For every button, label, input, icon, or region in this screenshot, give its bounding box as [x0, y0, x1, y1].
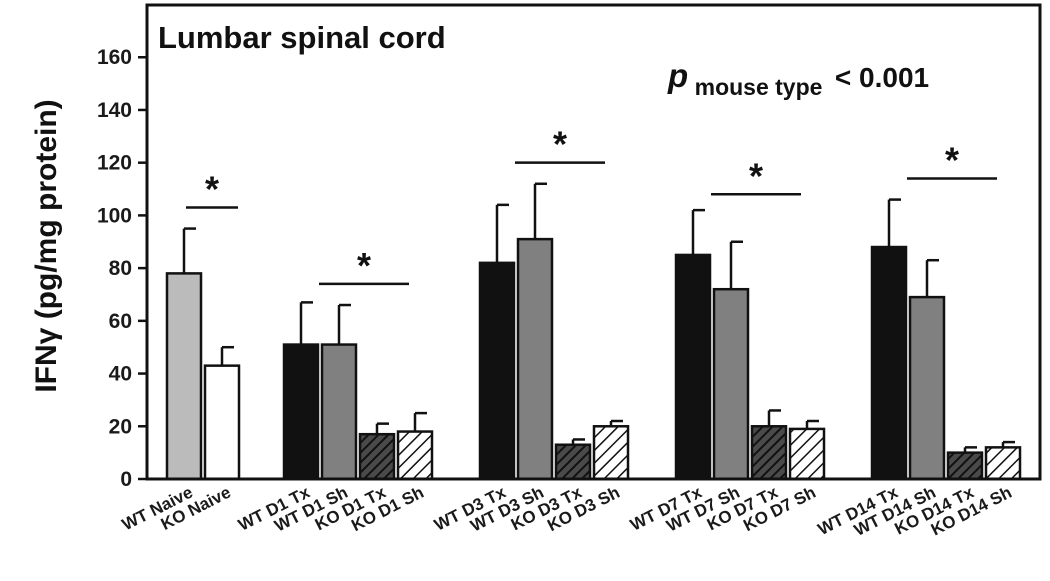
significance-star: * — [749, 155, 763, 196]
error-bars-layer — [182, 182, 1015, 453]
bar-ko-d1-tx — [358, 432, 396, 481]
bar-ko-d14-tx — [946, 451, 984, 481]
y-axis-ticks: 0 20 40 60 80 100 120 140 160 — [97, 46, 147, 491]
y-tick-label: 120 — [97, 152, 132, 175]
significance-star: * — [945, 139, 959, 180]
y-tick-label: 140 — [97, 99, 132, 122]
significance-star: * — [553, 124, 567, 165]
bar-ko-d3-tx — [554, 443, 592, 481]
bar-ko-d14-sh — [984, 446, 1022, 481]
p-value-text: < 0.001 — [835, 62, 929, 93]
bar-wt-d7-tx — [674, 253, 712, 481]
bar-ko-d3-sh — [592, 425, 630, 481]
bar-wt-d1-sh — [320, 343, 358, 481]
bar-wt-d7-sh — [712, 287, 750, 481]
p-symbol: p — [667, 57, 688, 94]
significance-star: * — [205, 168, 219, 209]
bar-wt-d3-tx — [478, 261, 516, 481]
bar-ko-d1-sh — [396, 430, 434, 481]
y-tick-label: 20 — [109, 415, 132, 438]
bar-wt-d3-sh — [516, 237, 554, 481]
bars-layer — [147, 237, 1040, 481]
y-axis-label: IFNγ (pg/mg protein) — [30, 99, 63, 392]
bar-ko-d7-tx — [750, 425, 788, 481]
y-tick-label: 60 — [109, 310, 132, 333]
bar-wt-naive — [165, 272, 203, 481]
bar-ko-naive — [203, 364, 241, 481]
y-tick-label: 80 — [109, 257, 132, 280]
p-value-annotation: p mouse type < 0.001 — [667, 57, 929, 100]
y-tick-label: 160 — [97, 46, 132, 69]
chart-title: Lumbar spinal cord — [158, 20, 446, 55]
bar-ko-d7-sh — [788, 427, 826, 481]
y-tick-label: 100 — [97, 204, 132, 227]
bar-wt-d14-sh — [908, 295, 946, 481]
significance-star: * — [357, 245, 371, 286]
bar-wt-d1-tx — [282, 343, 320, 481]
y-tick-label: 40 — [109, 363, 132, 386]
p-subscript: mouse type — [695, 74, 823, 100]
bar-wt-d14-tx — [870, 245, 908, 481]
y-tick-label: 0 — [120, 468, 132, 491]
significance-layer: * * * * * — [186, 124, 997, 286]
